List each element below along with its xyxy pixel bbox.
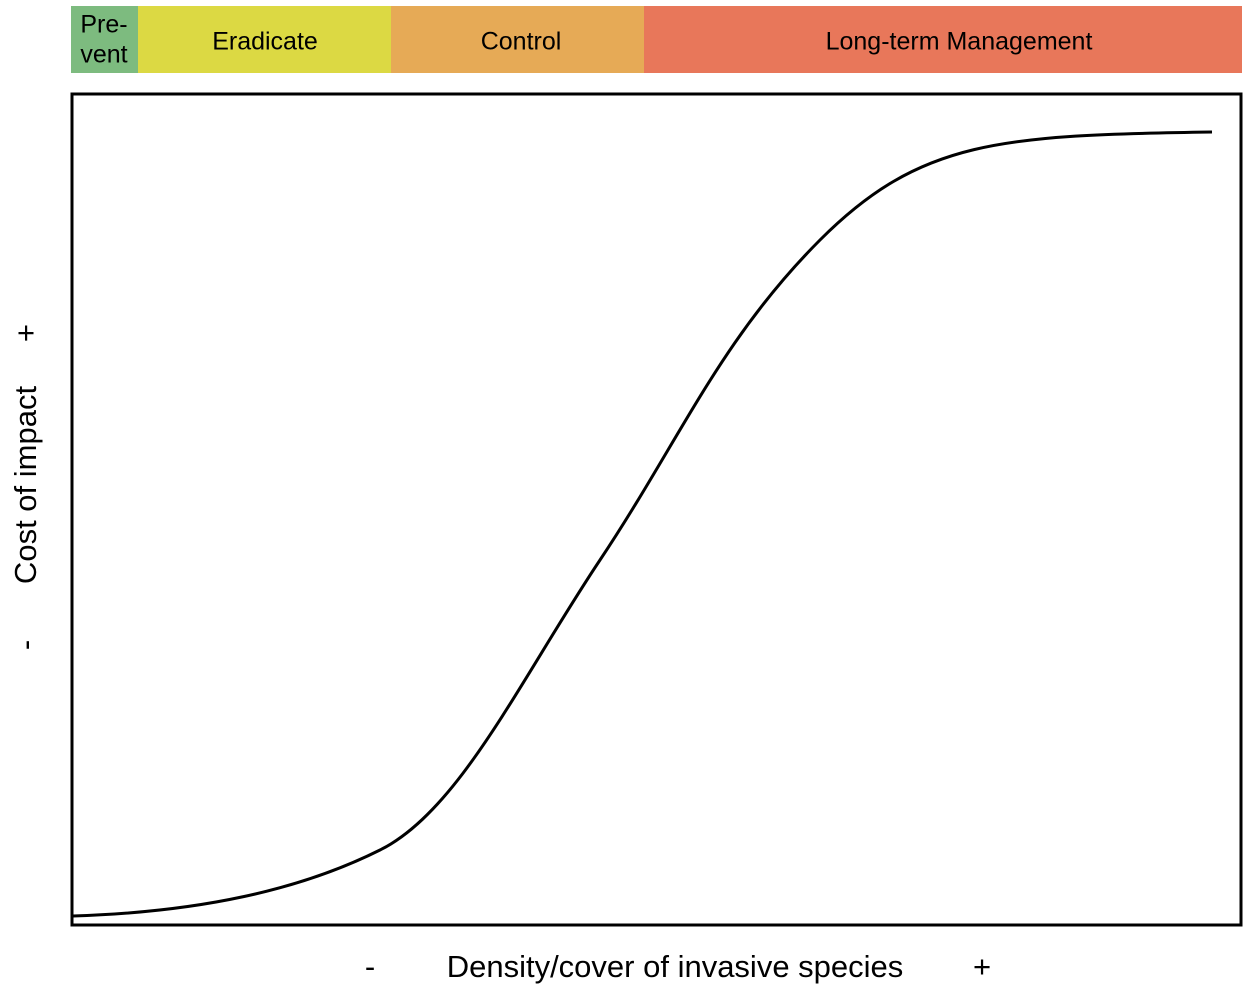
phase-label: Long-term Management <box>826 28 1093 56</box>
phase-label: Control <box>481 28 562 56</box>
phase-bar: Pre- vent Eradicate Control Long-term Ma… <box>71 6 1242 73</box>
x-title: Density/cover of invasive species <box>447 949 904 984</box>
x-axis-label: - Density/cover of invasive species + <box>365 949 991 984</box>
phase-management <box>644 6 1242 73</box>
y-axis-label: - Cost of impact + <box>8 324 43 650</box>
y-minus: - <box>8 640 43 650</box>
phase-label: vent <box>80 41 127 69</box>
x-minus: - <box>365 949 375 984</box>
y-plus: + <box>8 324 43 342</box>
phase-eradicate <box>138 6 391 73</box>
plot-frame <box>70 92 1243 927</box>
phase-label: Eradicate <box>212 28 318 56</box>
phase-label: Pre- <box>80 11 127 39</box>
phase-control <box>391 6 644 73</box>
phase-prevent <box>71 6 138 73</box>
x-plus: + <box>973 949 991 984</box>
impact-curve <box>72 130 1213 918</box>
y-title: Cost of impact <box>8 386 43 585</box>
